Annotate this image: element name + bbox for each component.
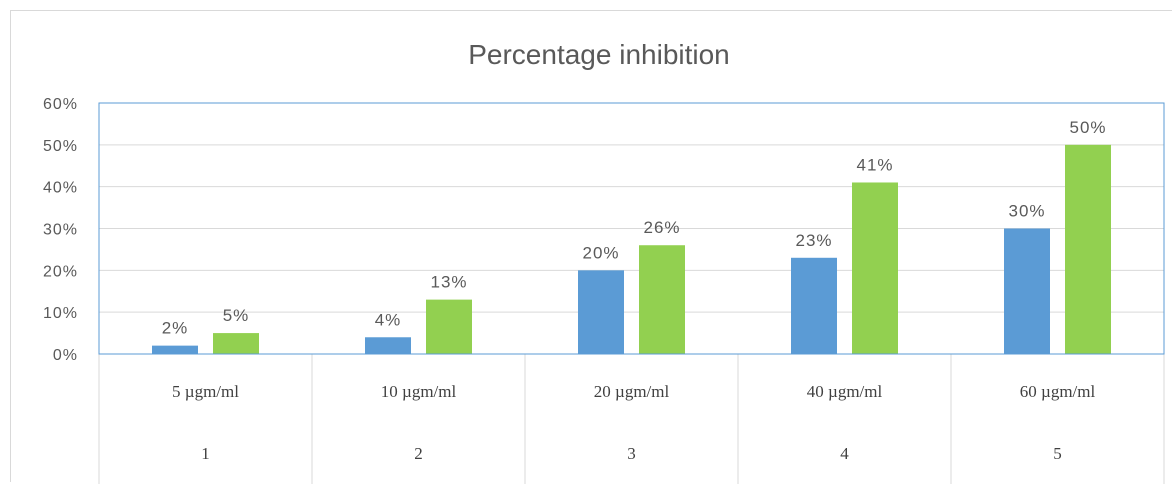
bar (213, 333, 259, 354)
y-tick-label: 0% (53, 347, 78, 364)
category-index-label: 4 (840, 444, 849, 463)
data-label: 20% (582, 243, 619, 262)
category-label: 40 µgm/ml (807, 382, 883, 401)
y-tick-label: 40% (43, 180, 78, 197)
chart-title: Percentage inhibition (468, 39, 730, 70)
chart-frame (10, 10, 1172, 482)
bar (578, 270, 624, 354)
category-label: 10 µgm/ml (381, 382, 457, 401)
bar (791, 257, 837, 354)
bar (639, 245, 685, 354)
category-label: 20 µgm/ml (594, 382, 670, 401)
data-label: 4% (375, 310, 402, 329)
data-label: 50% (1069, 118, 1106, 137)
data-label: 23% (795, 231, 832, 250)
data-label: 13% (430, 273, 467, 292)
category-table (98, 354, 1165, 484)
category-label: 60 µgm/ml (1020, 382, 1096, 401)
data-label: 30% (1008, 202, 1045, 221)
y-tick-label: 30% (43, 222, 78, 239)
category-index-label: 5 (1053, 444, 1062, 463)
data-label: 2% (162, 319, 189, 338)
bar (426, 299, 472, 354)
category-label: 5 µgm/ml (172, 382, 239, 401)
bar (852, 182, 898, 354)
category-labels: 5 µgm/ml 1 10 µgm/ml 2 20 µgm/ml 3 40 µgm/ml 4 6… (172, 382, 1095, 463)
y-tick-label: 10% (43, 305, 78, 322)
category-index-label: 2 (414, 444, 423, 463)
y-tick-label: 20% (43, 263, 78, 280)
y-axis-ticks: 0% 10% 20% 30% 40% 50% 60% (43, 96, 78, 364)
plot-area-border (98, 102, 1165, 355)
y-tick-label: 50% (43, 138, 78, 155)
bar (152, 345, 198, 354)
category-index-label: 3 (627, 444, 636, 463)
bar (1004, 228, 1050, 354)
bar (365, 337, 411, 354)
bars (152, 144, 1111, 354)
y-tick-label: 60% (43, 96, 78, 113)
data-label: 5% (223, 306, 250, 325)
data-label: 41% (856, 155, 893, 174)
bar (1065, 144, 1111, 354)
data-labels: 2% 5% 4% 13% 20% 26% 23% 41% 30% 50% (162, 118, 1106, 338)
category-index-label: 1 (201, 444, 210, 463)
data-label: 26% (643, 218, 680, 237)
